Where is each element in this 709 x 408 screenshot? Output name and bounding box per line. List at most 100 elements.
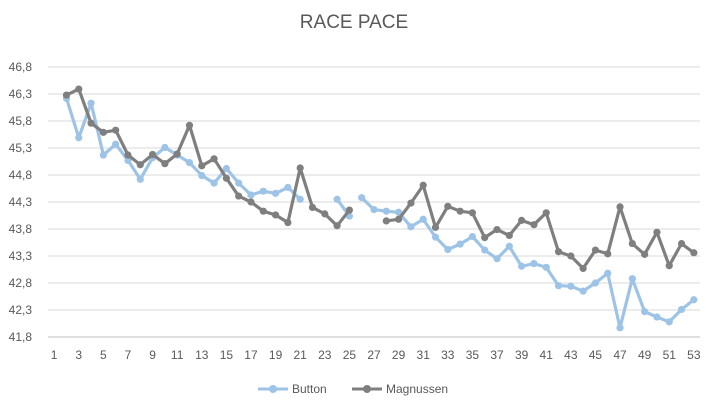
data-point-magnussen[interactable] [210, 155, 218, 163]
data-point-magnussen[interactable] [161, 160, 169, 168]
data-point-magnussen[interactable] [444, 202, 452, 210]
data-point-magnussen[interactable] [468, 209, 477, 217]
data-point-magnussen[interactable] [99, 128, 107, 136]
data-point-button[interactable] [542, 263, 550, 271]
data-point-magnussen[interactable] [87, 119, 95, 127]
data-point-magnussen[interactable] [136, 161, 144, 169]
data-point-magnussen[interactable] [321, 210, 329, 218]
data-point-button[interactable] [210, 179, 218, 187]
data-point-button[interactable] [222, 164, 230, 173]
data-point-button[interactable] [628, 275, 636, 283]
data-point-magnussen[interactable] [284, 218, 292, 227]
data-point-button[interactable] [554, 282, 563, 290]
data-point-button[interactable] [247, 191, 255, 199]
data-point-button[interactable] [665, 318, 673, 326]
data-point-button[interactable] [235, 179, 243, 187]
data-point-magnussen[interactable] [308, 203, 317, 211]
data-point-button[interactable] [198, 171, 206, 180]
data-point-magnussen[interactable] [112, 126, 120, 134]
data-point-magnussen[interactable] [567, 252, 575, 260]
data-point-button[interactable] [616, 324, 624, 332]
data-point-magnussen[interactable] [185, 121, 194, 129]
data-point-magnussen[interactable] [345, 206, 353, 214]
data-point-magnussen[interactable] [407, 199, 415, 207]
data-point-magnussen[interactable] [628, 239, 636, 248]
data-point-magnussen[interactable] [677, 239, 686, 248]
data-point-magnussen[interactable] [554, 248, 563, 256]
data-point-magnussen[interactable] [235, 192, 243, 200]
data-point-button[interactable] [136, 175, 144, 183]
data-point-button[interactable] [481, 246, 489, 254]
data-point-magnussen[interactable] [148, 150, 157, 159]
data-point-magnussen[interactable] [518, 216, 526, 224]
y-tick-label: 44,3 [9, 195, 33, 209]
data-point-magnussen[interactable] [616, 203, 624, 211]
data-point-magnussen[interactable] [75, 85, 83, 93]
data-point-button[interactable] [567, 282, 575, 290]
data-point-magnussen[interactable] [333, 222, 341, 230]
data-point-magnussen[interactable] [419, 181, 427, 189]
data-point-button[interactable] [382, 207, 390, 215]
data-point-magnussen[interactable] [271, 211, 280, 219]
data-point-button[interactable] [468, 232, 477, 241]
data-point-button[interactable] [75, 134, 83, 142]
data-point-button[interactable] [370, 205, 378, 214]
data-point-magnussen[interactable] [505, 231, 513, 240]
data-point-magnussen[interactable] [431, 223, 440, 231]
data-point-magnussen[interactable] [579, 264, 587, 273]
data-point-magnussen[interactable] [641, 250, 649, 258]
data-point-magnussen[interactable] [259, 207, 267, 215]
data-point-magnussen[interactable] [542, 209, 550, 217]
data-point-magnussen[interactable] [222, 174, 230, 182]
legend-item-button[interactable]: Button [258, 382, 327, 396]
data-point-magnussen[interactable] [690, 249, 698, 257]
data-point-button[interactable] [358, 194, 366, 202]
data-point-magnussen[interactable] [481, 234, 489, 242]
data-point-magnussen[interactable] [591, 246, 600, 254]
data-point-button[interactable] [124, 156, 132, 165]
data-point-magnussen[interactable] [395, 215, 403, 223]
data-point-button[interactable] [431, 233, 440, 241]
data-point-button[interactable] [604, 269, 612, 277]
data-point-magnussen[interactable] [198, 162, 206, 170]
data-point-button[interactable] [407, 223, 415, 231]
data-point-magnussen[interactable] [124, 151, 132, 159]
data-point-button[interactable] [518, 262, 526, 270]
data-point-button[interactable] [99, 151, 107, 159]
data-point-button[interactable] [271, 189, 280, 197]
data-point-button[interactable] [493, 255, 501, 263]
data-point-magnussen[interactable] [62, 91, 71, 99]
data-point-button[interactable] [505, 242, 513, 250]
data-point-button[interactable] [259, 187, 267, 195]
data-point-magnussen[interactable] [296, 164, 304, 172]
data-point-button[interactable] [690, 296, 698, 304]
data-point-button[interactable] [112, 140, 120, 148]
x-tick-label: 39 [515, 348, 529, 362]
data-point-magnussen[interactable] [530, 221, 538, 229]
data-point-button[interactable] [284, 183, 292, 192]
data-point-button[interactable] [456, 240, 464, 248]
data-point-button[interactable] [87, 99, 95, 107]
data-point-button[interactable] [185, 158, 194, 167]
data-point-magnussen[interactable] [173, 150, 181, 158]
data-point-button[interactable] [677, 305, 686, 314]
data-point-magnussen[interactable] [382, 217, 390, 225]
data-point-magnussen[interactable] [247, 198, 255, 206]
data-point-magnussen[interactable] [665, 262, 673, 270]
data-point-magnussen[interactable] [604, 250, 612, 258]
data-point-button[interactable] [591, 279, 600, 287]
data-point-button[interactable] [653, 313, 661, 321]
legend-item-magnussen[interactable]: Magnussen [352, 382, 448, 396]
data-point-button[interactable] [444, 245, 452, 254]
data-point-button[interactable] [419, 215, 427, 223]
data-point-button[interactable] [296, 195, 304, 203]
data-point-button[interactable] [161, 143, 169, 152]
data-point-button[interactable] [333, 195, 341, 203]
data-point-button[interactable] [579, 287, 587, 295]
data-point-magnussen[interactable] [456, 207, 464, 215]
data-point-button[interactable] [530, 259, 538, 268]
data-point-magnussen[interactable] [653, 228, 661, 236]
data-point-button[interactable] [395, 208, 403, 216]
data-point-button[interactable] [641, 308, 649, 316]
data-point-magnussen[interactable] [493, 225, 501, 234]
